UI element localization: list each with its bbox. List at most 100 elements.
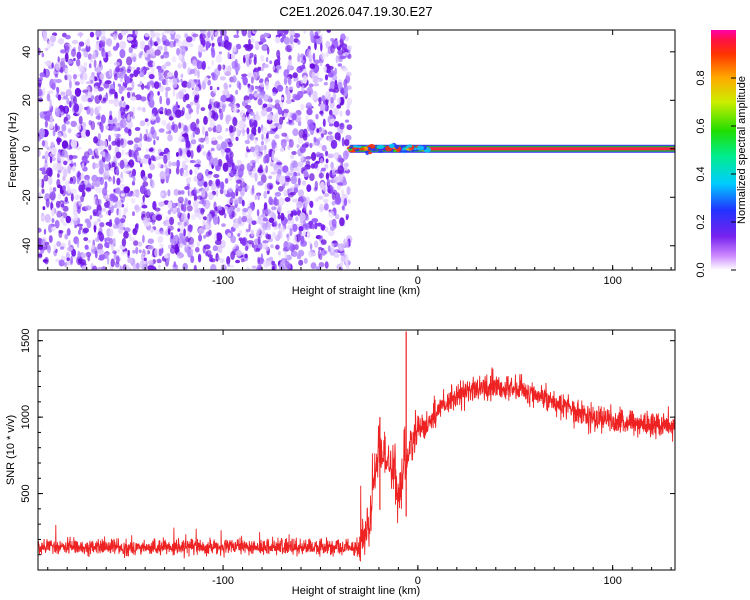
noise-dot bbox=[269, 60, 273, 64]
noise-dot bbox=[267, 234, 272, 240]
noise-dot bbox=[180, 190, 185, 195]
noise-dot bbox=[181, 212, 187, 223]
noise-dot bbox=[257, 98, 263, 106]
noise-dot bbox=[81, 184, 86, 191]
noise-dot bbox=[277, 30, 284, 37]
noise-dot bbox=[158, 128, 165, 133]
noise-dot bbox=[66, 98, 70, 105]
noise-dot bbox=[132, 30, 136, 34]
noise-dot bbox=[64, 262, 68, 267]
noise-dot bbox=[85, 44, 91, 53]
noise-dot bbox=[188, 200, 192, 206]
noise-dot bbox=[83, 62, 88, 67]
noise-dot bbox=[64, 233, 69, 240]
noise-dot bbox=[270, 244, 274, 249]
noise-dot bbox=[79, 32, 82, 38]
noise-dot bbox=[308, 83, 314, 88]
noise-dot bbox=[178, 53, 182, 61]
noise-dot bbox=[61, 149, 68, 158]
noise-dot bbox=[284, 218, 289, 223]
noise-dot bbox=[247, 208, 253, 215]
noise-dot bbox=[268, 175, 273, 180]
snr-xtick-label: 100 bbox=[603, 575, 621, 587]
noise-dot bbox=[290, 175, 297, 185]
noise-dot bbox=[316, 128, 320, 133]
noise-dot bbox=[108, 144, 112, 151]
noise-dot bbox=[94, 163, 99, 169]
noise-dot bbox=[68, 239, 71, 248]
noise-dot bbox=[330, 96, 334, 104]
spectrogram-xtick-label: 100 bbox=[603, 275, 621, 287]
noise-dot bbox=[44, 47, 49, 51]
noise-dot bbox=[245, 151, 248, 159]
noise-dot bbox=[246, 127, 250, 135]
spectrogram-xtick-label: 0 bbox=[415, 275, 421, 287]
noise-dot bbox=[147, 245, 154, 251]
noise-dot bbox=[288, 55, 292, 61]
noise-dot bbox=[85, 129, 91, 137]
noise-dot bbox=[311, 223, 315, 230]
noise-dot bbox=[309, 200, 314, 208]
noise-dot bbox=[121, 238, 127, 247]
noise-dot bbox=[195, 159, 202, 166]
noise-dot bbox=[297, 161, 304, 168]
noise-dot bbox=[94, 147, 99, 154]
noise-dot bbox=[241, 199, 245, 207]
noise-dot bbox=[42, 30, 47, 38]
noise-dot bbox=[277, 230, 282, 240]
noise-dot bbox=[245, 185, 250, 191]
noise-dot bbox=[175, 40, 183, 47]
noise-dot bbox=[339, 55, 347, 60]
noise-dot bbox=[118, 85, 124, 95]
noise-dot bbox=[194, 164, 201, 168]
noise-dot bbox=[118, 208, 122, 218]
noise-dot bbox=[331, 218, 337, 228]
noise-dot bbox=[320, 42, 323, 52]
noise-dot bbox=[74, 81, 80, 86]
noise-dot bbox=[73, 103, 80, 113]
noise-dot bbox=[293, 234, 297, 244]
noise-dot bbox=[186, 149, 191, 158]
noise-dot bbox=[265, 107, 273, 112]
noise-dot bbox=[192, 200, 199, 208]
noise-dot bbox=[117, 109, 121, 120]
noise-dot bbox=[312, 52, 316, 62]
noise-dot bbox=[253, 68, 260, 73]
noise-dot bbox=[272, 91, 277, 96]
noise-dot bbox=[333, 176, 337, 184]
noise-dot bbox=[99, 73, 105, 81]
noise-dot bbox=[120, 78, 123, 83]
noise-dot bbox=[202, 125, 205, 136]
noise-dot bbox=[139, 81, 143, 86]
noise-dot bbox=[184, 186, 190, 190]
noise-dot bbox=[181, 138, 186, 142]
noise-dot bbox=[292, 128, 299, 137]
noise-dot bbox=[256, 209, 260, 217]
noise-dot bbox=[159, 243, 164, 248]
noise-dot bbox=[336, 184, 341, 190]
noise-dot bbox=[120, 193, 126, 197]
noise-dot bbox=[137, 154, 141, 162]
noise-dot bbox=[211, 42, 215, 48]
noise-dot bbox=[203, 76, 209, 84]
noise-dot bbox=[141, 204, 148, 209]
noise-dot bbox=[163, 154, 168, 164]
noise-dot bbox=[141, 201, 146, 206]
noise-dot bbox=[328, 229, 335, 237]
noise-dot bbox=[85, 251, 92, 257]
noise-dot bbox=[156, 136, 160, 141]
noise-dot bbox=[118, 100, 123, 108]
noise-dot bbox=[188, 42, 194, 48]
snr-xtick-label: 0 bbox=[415, 575, 421, 587]
noise-dot bbox=[173, 261, 177, 268]
noise-dot bbox=[73, 213, 79, 222]
noise-dot bbox=[311, 218, 319, 223]
noise-dot bbox=[327, 178, 331, 187]
noise-dot bbox=[121, 30, 127, 36]
noise-dot bbox=[300, 103, 305, 111]
noise-dot bbox=[51, 62, 54, 69]
onset-blob bbox=[347, 148, 353, 151]
noise-dot bbox=[296, 80, 301, 89]
noise-dot bbox=[39, 167, 46, 172]
noise-dot bbox=[302, 223, 309, 230]
